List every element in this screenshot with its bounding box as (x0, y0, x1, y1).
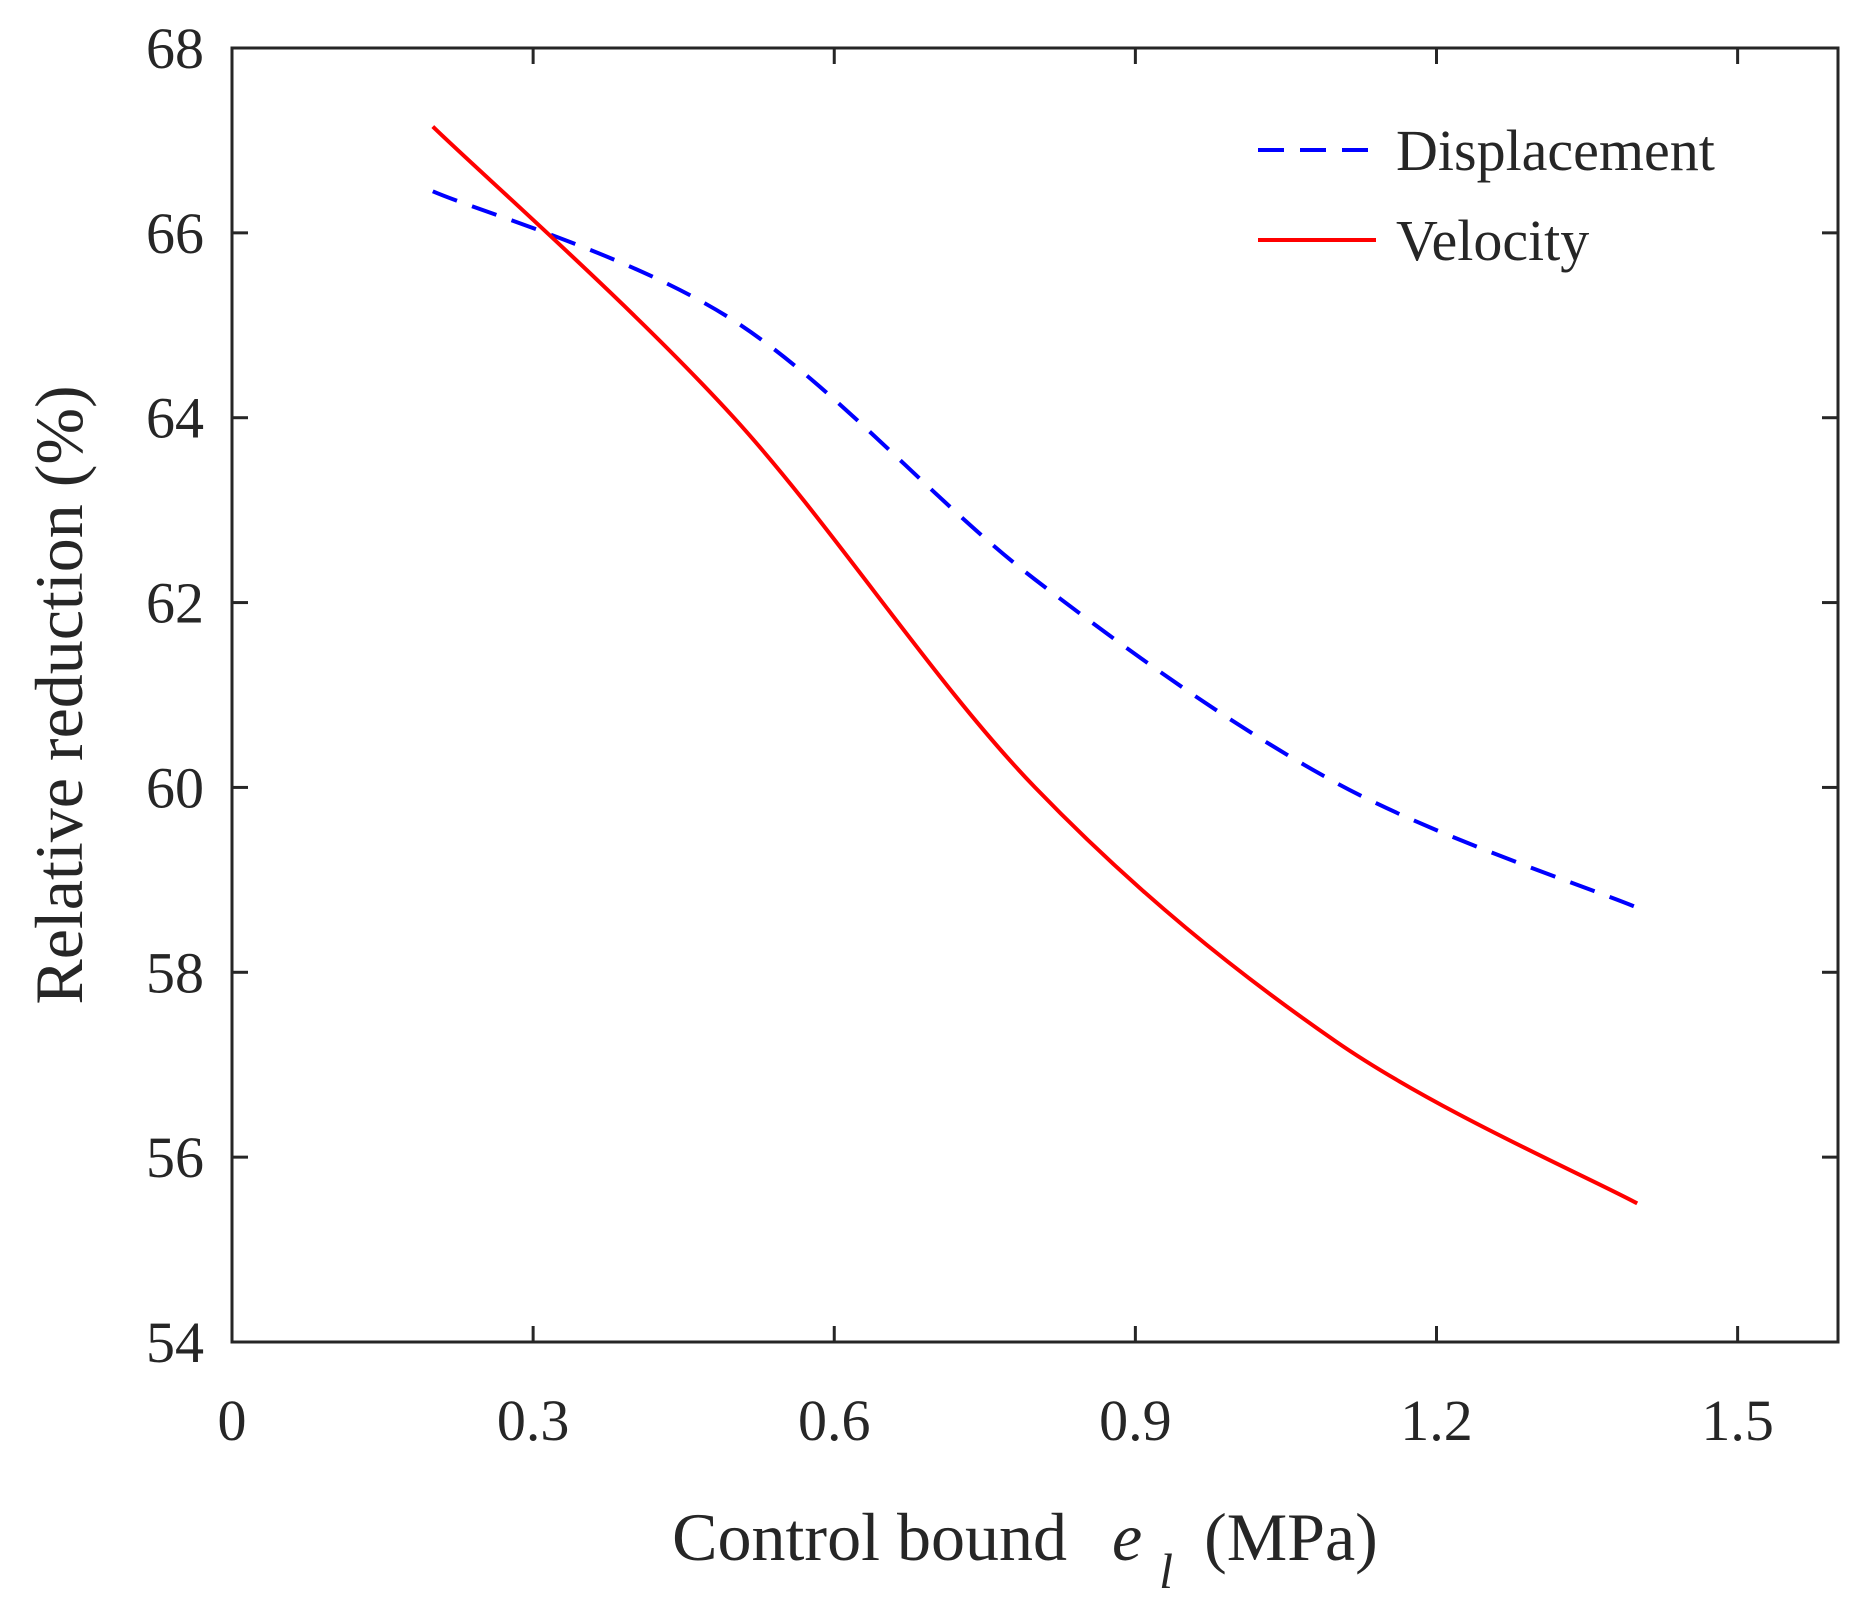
series-line-velocity (431, 125, 1639, 1206)
x-axis-label-symbol: e (1112, 1499, 1142, 1575)
y-tick-label: 60 (146, 755, 204, 820)
y-axis-label: Relative reduction (%) (21, 385, 97, 1004)
x-axis-label-unit: (MPa) (1204, 1499, 1378, 1575)
y-tick-label: 68 (146, 16, 204, 81)
x-axis-label: Control bound e l (MPa) (672, 1499, 1378, 1603)
x-tick-label: 1.2 (1400, 1388, 1473, 1453)
plot-frame (230, 46, 1840, 1344)
series-line-displacement (432, 189, 1638, 910)
tick-labels-layer: 0 0.3 0.6 0.9 1.2 1.5 54 56 58 60 62 64 66 68 (146, 16, 1774, 1453)
x-tick-label: 0 (218, 1388, 247, 1453)
x-tick-label: 0.3 (497, 1388, 570, 1453)
y-tick-label: 58 (146, 940, 204, 1005)
x-tick-label: 0.9 (1099, 1388, 1172, 1453)
y-tick-label: 62 (146, 571, 204, 636)
x-tick-label: 1.5 (1701, 1388, 1774, 1453)
y-tick-label: 66 (146, 201, 204, 266)
x-tick-label: 0.6 (798, 1388, 871, 1453)
x-axis-label-prefix: Control bound (672, 1499, 1067, 1575)
legend-label-displacement: Displacement (1396, 118, 1715, 183)
series-layer (431, 125, 1639, 1206)
legend: Displacement Velocity (1258, 118, 1715, 273)
ticks-layer (230, 46, 1838, 1344)
x-axis-label-subscript: l (1159, 1543, 1173, 1599)
y-tick-label: 64 (146, 386, 204, 451)
y-tick-label: 56 (146, 1125, 204, 1190)
y-tick-label: 54 (146, 1310, 204, 1375)
legend-label-velocity: Velocity (1396, 208, 1589, 273)
